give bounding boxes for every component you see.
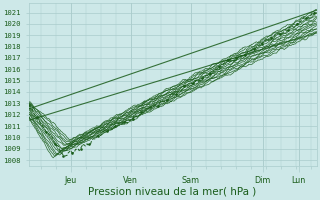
X-axis label: Pression niveau de la mer( hPa ): Pression niveau de la mer( hPa ) <box>88 187 257 197</box>
